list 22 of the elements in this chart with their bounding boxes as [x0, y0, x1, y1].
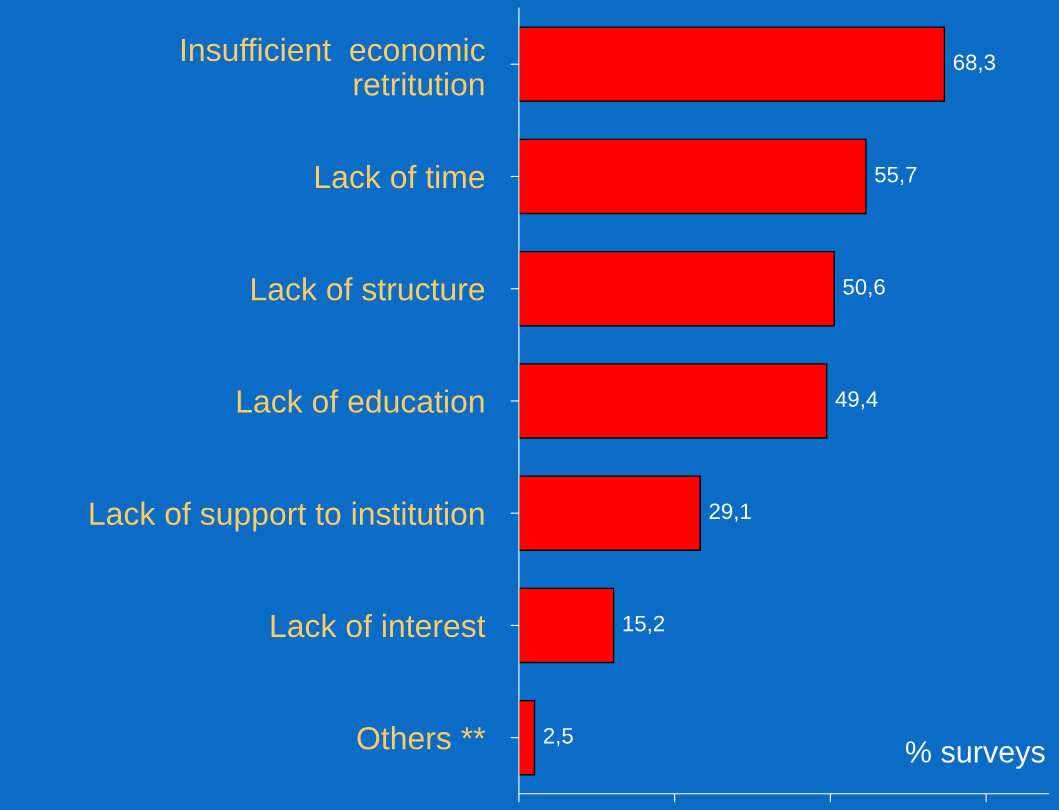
y-tick-label: Others ** [357, 726, 486, 750]
y-tick-label: Lack of education [237, 389, 484, 413]
data-label: 55,7 [875, 166, 917, 186]
bar [518, 138, 867, 215]
y-tick-label: Lack of interest [271, 613, 486, 638]
data-label: 50,6 [843, 278, 885, 298]
y-tick-label: Lack of time [315, 164, 485, 189]
bar [518, 699, 536, 776]
data-label: 49,4 [835, 391, 878, 410]
data-label: 68,3 [953, 54, 995, 73]
bar [518, 26, 946, 102]
y-tick-label: Lack of structure [252, 277, 485, 301]
data-label: 2,5 [543, 727, 573, 747]
y-tick-label: Lack of support to institution [90, 501, 484, 532]
data-label: 29,1 [709, 503, 751, 522]
data-label: 15,2 [623, 615, 665, 635]
bar [518, 475, 701, 551]
bar [518, 250, 835, 327]
y-tick-label: Insufficient economic retritution [181, 37, 485, 96]
bar [518, 363, 828, 439]
bar [518, 587, 615, 664]
annotation: % surveys [905, 741, 1045, 769]
